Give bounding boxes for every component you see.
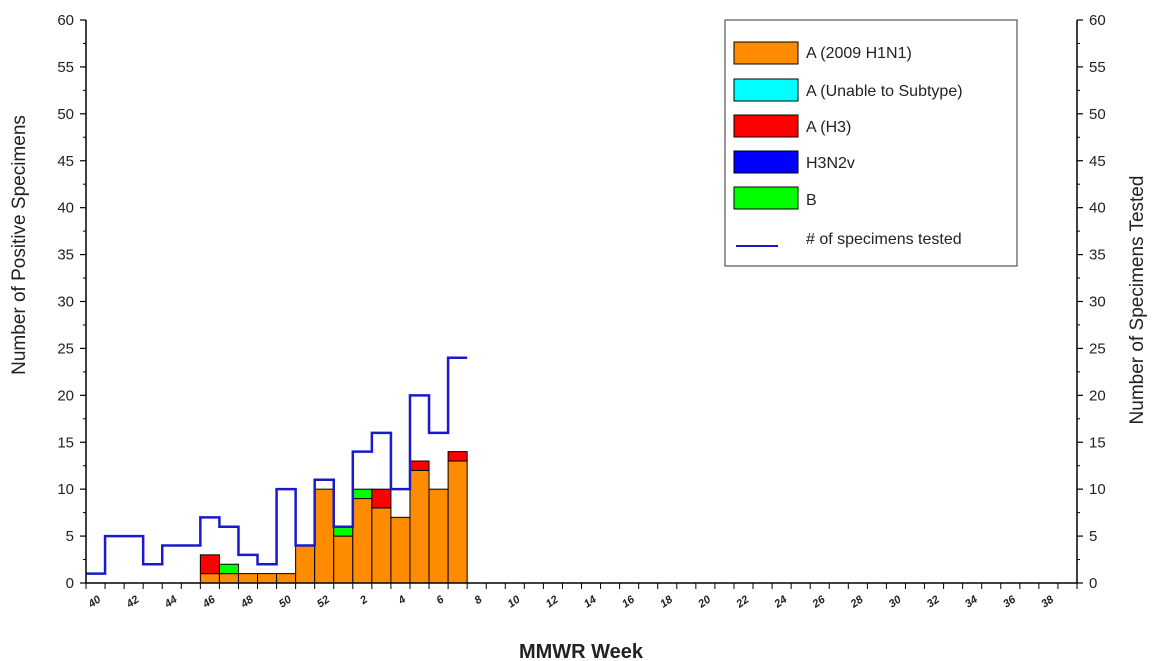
x-tick-label-36: 36 (1001, 593, 1019, 610)
bar-b-47 (218, 563, 239, 575)
bar-a-2009-h1n1-46 (199, 573, 220, 584)
x-tick-label-10: 10 (506, 593, 524, 610)
x-tick-label-40: 40 (86, 593, 104, 611)
bar-b-1 (333, 526, 354, 537)
y-tick-label-right: 10 (1089, 481, 1106, 498)
x-tick-label-6: 6 (434, 593, 447, 607)
y-tick-label-right: 20 (1089, 387, 1106, 404)
y-tick-label-right: 45 (1089, 153, 1106, 170)
y-tick-label-right: 50 (1089, 106, 1106, 123)
legend-swatch-b (733, 186, 799, 210)
legend-label-h3: A (H3) (806, 119, 851, 136)
bars-layer (199, 451, 468, 584)
y-tick-label-right: 0 (1089, 575, 1097, 592)
bar-a-2009-h1n1-2 (352, 498, 373, 584)
line-layer (86, 356, 468, 575)
x-tick-label-16: 16 (620, 593, 638, 610)
y-tick-label-right: 30 (1089, 294, 1106, 311)
bar-a-2009-h1n1-47 (218, 573, 239, 584)
x-tick-label-30: 30 (887, 593, 905, 610)
bar-a-2009-h1n1-4 (390, 516, 411, 584)
legend-label-h1n1: A (2009 H1N1) (806, 45, 912, 62)
legend-label-unable-subtype: A (Unable to Subtype) (806, 83, 963, 100)
bar-b-2 (352, 488, 373, 500)
x-tick-label-8: 8 (473, 593, 486, 607)
y-tick-label-left: 40 (57, 200, 74, 217)
line-specimens-tested (86, 356, 468, 575)
y-axis-title-left: Number of Positive Specimens (9, 115, 30, 375)
y-tick-label-left: 15 (57, 434, 74, 451)
x-tick-label-4: 4 (395, 594, 408, 608)
legend-swatch-h3n2v (733, 150, 799, 174)
y-tick-label-left: 60 (57, 12, 74, 29)
x-tick-label-48: 48 (238, 593, 256, 611)
y-tick-label-left: 5 (66, 528, 74, 545)
x-tick-label-2: 2 (357, 594, 370, 608)
bar-a-2009-h1n1-50 (276, 573, 297, 584)
x-tick-label-38: 38 (1039, 593, 1057, 610)
bar-a-h3-5 (409, 460, 430, 471)
y-tick-label-right: 5 (1089, 528, 1097, 545)
y-tick-label-left: 25 (57, 340, 74, 357)
bar-a-2009-h1n1-52 (314, 488, 335, 584)
y-tick-label-right: 35 (1089, 247, 1106, 264)
x-tick-label-26: 26 (810, 593, 828, 611)
legend-label-b: B (806, 192, 817, 209)
x-tick-label-22: 22 (733, 594, 751, 611)
x-tick-label-42: 42 (124, 594, 142, 611)
x-tick-label-34: 34 (963, 594, 980, 611)
y-tick-label-left: 30 (57, 294, 74, 311)
y-tick-label-right: 15 (1089, 434, 1106, 451)
legend-swatch-h1n1 (733, 41, 799, 65)
x-tick-label-18: 18 (658, 593, 676, 610)
bar-a-h3-3 (371, 488, 392, 509)
y-tick-label-right: 60 (1089, 12, 1106, 29)
x-tick-label-14: 14 (582, 594, 599, 611)
legend-swatch-unable-subtype (733, 78, 799, 102)
bar-a-2009-h1n1-3 (371, 507, 392, 584)
x-tick-label-50: 50 (277, 593, 295, 610)
y-tick-label-left: 45 (57, 153, 74, 170)
bar-a-h3-46 (199, 554, 220, 575)
y-tick-label-right: 55 (1089, 59, 1106, 76)
x-tick-label-32: 32 (925, 594, 942, 611)
x-tick-label-28: 28 (848, 593, 866, 611)
x-tick-label-24: 24 (772, 594, 790, 611)
bar-a-2009-h1n1-7 (447, 460, 468, 584)
legend-label-specimens-tested: # of specimens tested (806, 231, 962, 248)
bar-a-2009-h1n1-48 (237, 573, 259, 584)
x-tick-label-52: 52 (315, 594, 332, 611)
y-tick-label-left: 55 (57, 59, 74, 76)
y-tick-label-left: 0 (66, 575, 74, 592)
bar-a-2009-h1n1-1 (333, 535, 354, 584)
x-tick-label-20: 20 (695, 593, 713, 611)
bar-a-h3-7 (447, 451, 468, 462)
bar-a-2009-h1n1-6 (428, 488, 449, 584)
y-tick-label-left: 20 (57, 387, 74, 404)
y-axis-title-right: Number of Specimens Tested (1127, 176, 1148, 425)
legend-swatch-h3 (733, 114, 799, 138)
y-tick-label-right: 25 (1089, 340, 1106, 357)
y-tick-label-left: 35 (57, 247, 74, 264)
x-tick-label-44: 44 (162, 594, 180, 611)
bar-a-2009-h1n1-49 (257, 573, 278, 584)
bar-a-2009-h1n1-5 (409, 469, 430, 584)
legend: A (2009 H1N1) A (Unable to Subtype) A (H… (724, 19, 1018, 267)
y-tick-label-left: 10 (57, 481, 74, 498)
x-axis-title: MMWR Week (519, 641, 644, 661)
y-tick-label-left: 50 (57, 106, 74, 123)
x-tick-label-12: 12 (544, 594, 561, 611)
y-tick-label-right: 40 (1089, 200, 1106, 217)
x-tick-label-46: 46 (200, 593, 218, 611)
bar-a-2009-h1n1-51 (295, 544, 316, 584)
legend-label-h3n2v: H3N2v (806, 155, 855, 172)
